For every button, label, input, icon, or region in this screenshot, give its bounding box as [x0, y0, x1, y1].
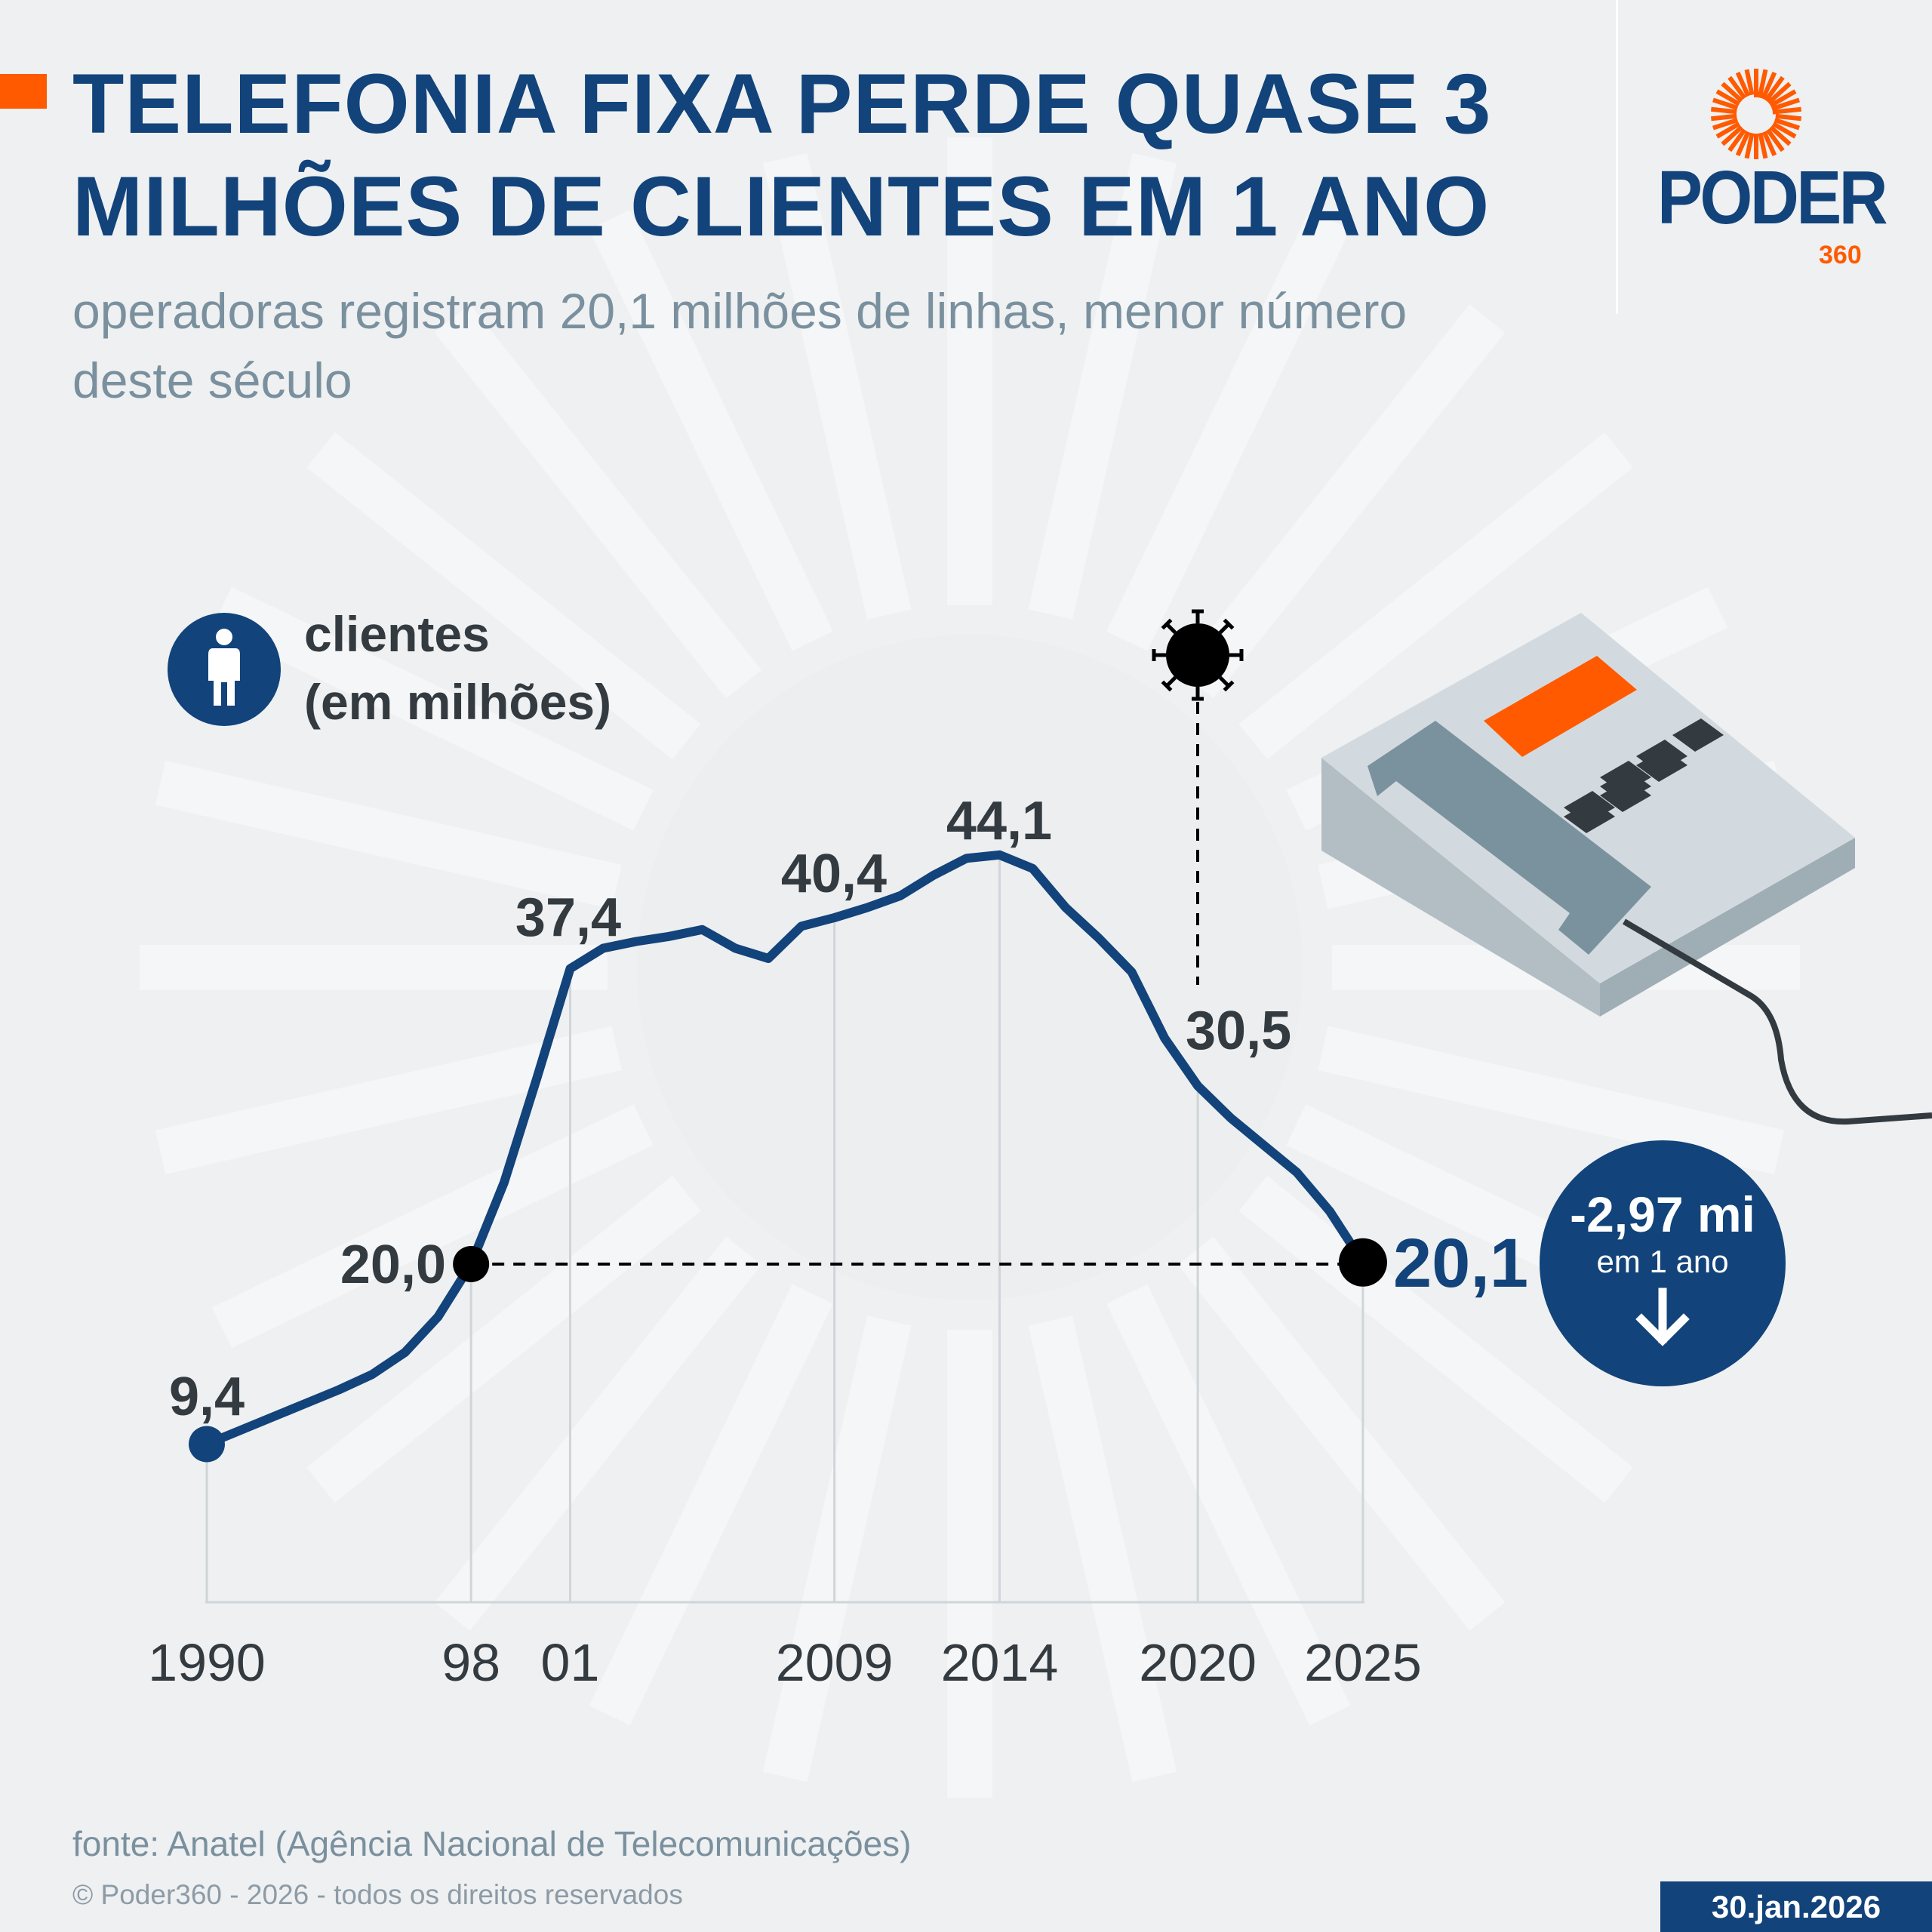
person-icon: [168, 613, 281, 726]
logo-wordmark: PODER: [1657, 155, 1888, 240]
poder360-sun-logo-icon: [1711, 69, 1801, 159]
legend-line-1: clientes: [304, 606, 490, 662]
copyright-note: © Poder360 - 2026 - todos os direitos re…: [72, 1879, 683, 1910]
source-note: fonte: Anatel (Agência Nacional de Telec…: [72, 1824, 912, 1863]
change-badge: -2,97 mi em 1 ano: [1540, 1140, 1786, 1386]
data-label: 20,1: [1393, 1225, 1529, 1302]
start-marker: [189, 1426, 225, 1463]
x-tick-label: 2009: [775, 1633, 894, 1692]
legend-label: clientes (em milhões): [304, 600, 611, 736]
x-tick-label: 1990: [148, 1633, 266, 1692]
publish-date: 30.jan.2026: [1660, 1881, 1932, 1932]
page-title: TELEFONIA FIXA PERDE QUASE 3 MILHÕES DE …: [72, 57, 1492, 254]
marker-1998: [453, 1246, 490, 1282]
x-tick-label: 01: [540, 1633, 600, 1692]
phone-cord: [1622, 918, 1932, 1125]
page-subtitle: operadoras registram 20,1 milhões de lin…: [72, 283, 1407, 408]
header-divider: [1616, 0, 1618, 314]
x-tick-label: 98: [441, 1633, 501, 1692]
badge-caption: em 1 ano: [1596, 1244, 1729, 1279]
data-label: 20,0: [340, 1235, 446, 1295]
background-circle: [637, 635, 1303, 1300]
badge-value: -2,97 mi: [1570, 1186, 1755, 1242]
marker-2025: [1338, 1238, 1387, 1287]
phone-handset: [1367, 721, 1651, 955]
x-tick-label: 2025: [1304, 1633, 1422, 1692]
telephone-illustration: [1321, 613, 1932, 1125]
logo-number: 360: [1819, 241, 1862, 269]
x-tick-label: 2020: [1139, 1633, 1257, 1692]
data-label: 40,4: [780, 844, 888, 904]
background-rays: [140, 137, 1800, 1798]
arrow-down-icon: [1635, 1287, 1690, 1346]
data-label: 9,4: [168, 1367, 245, 1427]
line-chart: [189, 702, 1387, 1604]
data-label: 44,1: [946, 791, 1053, 851]
legend-line-2: (em milhões): [304, 674, 612, 730]
data-label: 30,5: [1186, 1001, 1292, 1061]
data-label: 37,4: [515, 888, 622, 948]
virus-icon: [1152, 609, 1244, 701]
series-line: [205, 850, 1367, 1449]
accent-mark: [0, 74, 47, 109]
x-tick-label: 2014: [940, 1633, 1059, 1692]
phone-screen: [1484, 656, 1637, 757]
